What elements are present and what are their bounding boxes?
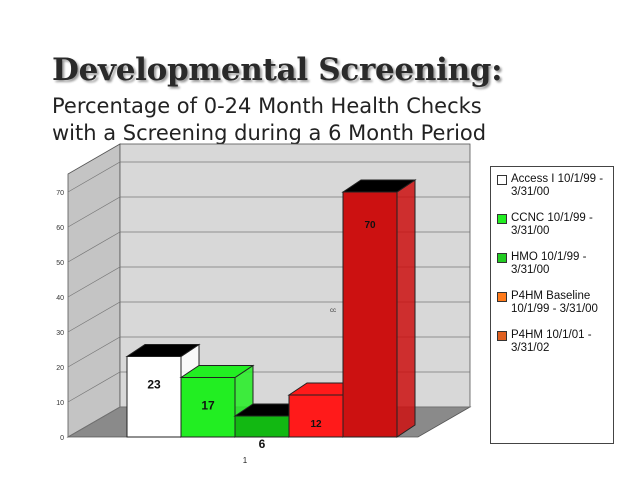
chart-subtitle-line-1: Percentage of 0-24 Month Health Checks (52, 94, 482, 118)
legend-item: P4HM 10/1/01 - 3/31/02 (497, 329, 609, 355)
bar-2-front (180, 377, 236, 438)
bar-3-front (234, 415, 290, 438)
y-tick-label-70: 70 (56, 190, 64, 197)
legend-swatch (497, 331, 507, 341)
bar-4-value-label: 12 (310, 419, 322, 430)
bar-5-front (342, 191, 398, 438)
bar-1-front (126, 356, 182, 438)
y-tick-label-10: 10 (56, 400, 64, 407)
legend-label: P4HM Baseline 10/1/99 - 3/31/00 (511, 290, 598, 315)
legend-item: CCNC 10/1/99 - 3/31/00 (497, 212, 609, 238)
bar-5-top (341, 179, 417, 193)
chart-title: Developmental Screening: (52, 52, 503, 88)
bar-1-value-label: 23 (147, 378, 161, 392)
y-tick-label-20: 20 (56, 365, 64, 372)
legend-swatch (497, 253, 507, 263)
bar-5-value-label: 70 (364, 220, 376, 231)
bar-4-front (288, 394, 344, 438)
chart-annotation: cc (330, 308, 336, 314)
bar-3-value-label: 6 (259, 437, 266, 451)
legend-swatch (497, 175, 507, 185)
bar-2-top (179, 365, 255, 378)
legend-swatch (497, 214, 507, 224)
legend-label: CCNC 10/1/99 - 3/31/00 (511, 212, 593, 237)
y-tick-label-30: 30 (56, 330, 64, 337)
legend-label: Access I 10/1/99 - 3/31/00 (511, 173, 604, 198)
y-tick-label-60: 60 (56, 225, 64, 232)
chart-legend: Access I 10/1/99 - 3/31/00 CCNC 10/1/99 -… (490, 166, 614, 444)
legend-label: HMO 10/1/99 - 3/31/00 (511, 251, 587, 276)
legend-item: P4HM Baseline 10/1/99 - 3/31/00 (497, 290, 609, 316)
gridline-70 (67, 161, 470, 193)
chart-subtitle-line-2: with a Screening during a 6 Month Period (52, 121, 487, 145)
y-tick-label-0: 0 (60, 435, 64, 442)
y-tick-label-40: 40 (56, 295, 64, 302)
legend-item: Access I 10/1/99 - 3/31/00 (497, 173, 609, 199)
bar-1-top (125, 344, 201, 357)
legend-swatch (497, 292, 507, 302)
y-tick-label-50: 50 (56, 260, 64, 267)
bar-2-value-label: 17 (201, 399, 215, 413)
bar-5-side (396, 179, 416, 438)
x-tick-label: 1 (243, 456, 248, 465)
legend-item: HMO 10/1/99 - 3/31/00 (497, 251, 609, 277)
side-wall (67, 143, 121, 438)
legend-label: P4HM 10/1/01 - 3/31/02 (511, 329, 592, 354)
